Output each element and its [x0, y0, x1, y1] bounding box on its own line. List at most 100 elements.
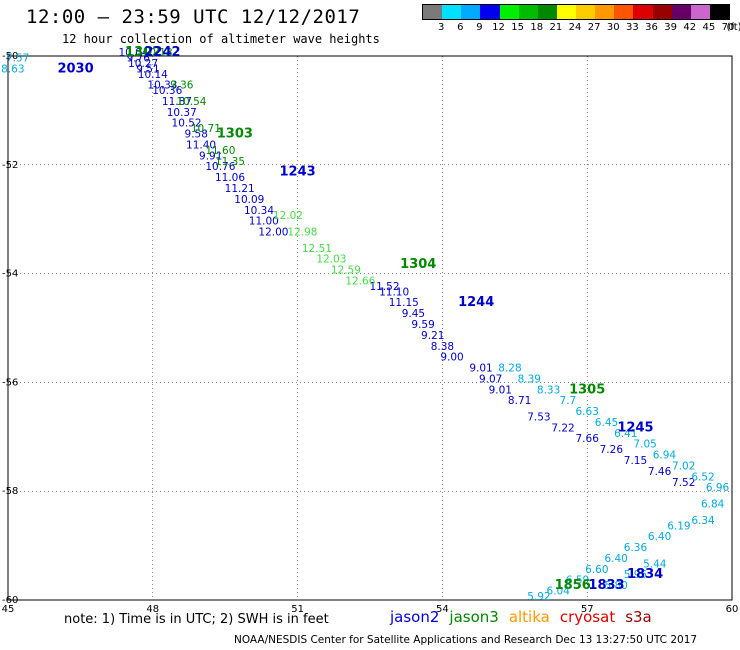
color-scale-label: 30 [606, 22, 620, 33]
color-swatch [423, 5, 443, 19]
swh-value-label: 5.95 [624, 569, 647, 581]
swh-value-label: 7.57 [6, 52, 29, 64]
color-scale-label: 12 [492, 22, 505, 33]
swh-value-label: 8.38 [431, 341, 454, 353]
color-scale-label: 33 [626, 22, 639, 33]
swh-value-label: 9.07 [479, 373, 502, 385]
color-scale-label: 9 [476, 22, 483, 33]
swh-value-label: 12.98 [287, 227, 317, 239]
swh-value-label: 11.15 [389, 297, 419, 309]
color-swatch [671, 5, 691, 19]
swh-value-label: 6.19 [667, 520, 690, 532]
pass-time-label: 1304 [400, 257, 436, 272]
swh-value-label: 5.44 [643, 558, 667, 570]
swh-value-label: 6.84 [701, 499, 725, 511]
swh-value-label: 8.33 [537, 384, 560, 396]
swh-value-label: 10.14 [138, 69, 168, 81]
swh-value-label: 12.66 [345, 275, 375, 287]
swh-value-label: 10.13 [143, 47, 173, 59]
swh-value-label: 12.59 [331, 265, 361, 277]
color-swatch [537, 5, 557, 19]
longitude-tick-label: 54 [436, 604, 449, 615]
swh-value-label: 7.15 [624, 455, 647, 467]
pass-time-label: 2030 [57, 61, 93, 76]
credit-line: NOAA/NESDIS Center for Satellite Applica… [234, 634, 698, 646]
pass-time-label: 1243 [280, 165, 316, 180]
latitude-tick-label: -60 [2, 595, 18, 606]
swh-value-label: 6.36 [624, 542, 648, 554]
color-swatch [652, 5, 672, 19]
swh-value-label: 6.63 [576, 406, 599, 418]
swh-value-label: 5.92 [527, 591, 550, 603]
color-scale-label: 21 [549, 22, 563, 33]
swh-value-label: 9.58 [185, 129, 208, 141]
swh-value-label: 6.45 [595, 417, 618, 429]
color-scale-label: 45 [702, 22, 716, 33]
legend-entry: jason2 [390, 608, 440, 626]
swh-value-label: 10.37 [167, 107, 197, 119]
legend-entry: s3a [625, 608, 652, 626]
latitude-tick-label: -56 [2, 377, 18, 388]
color-swatch [633, 5, 653, 19]
swh-value-label: 10.52 [172, 118, 202, 130]
legend-entry: cryosat [559, 608, 616, 626]
swh-value-label: 11.40 [186, 139, 216, 151]
swh-value-label: 9.51 [136, 63, 159, 75]
swh-value-label: 10.54 [176, 96, 206, 108]
color-scale-swatches [422, 4, 730, 20]
swh-value-label: 8.28 [498, 363, 521, 375]
pass-time-label: 1305 [569, 382, 605, 397]
color-scale-label: 36 [645, 22, 658, 33]
swh-value-label: 11.21 [225, 183, 255, 195]
swh-value-label: 11.35 [215, 156, 245, 168]
map-subtitle: 12 hour collection of altimeter wave hei… [62, 32, 380, 46]
longitude-tick-label: 57 [581, 604, 594, 615]
color-scale-label: 39 [664, 22, 677, 33]
swh-value-label: 7.46 [648, 466, 672, 478]
latitude-tick-label: -50 [2, 51, 18, 62]
swh-value-label: 6.59 [566, 575, 589, 587]
swh-value-label: 7.26 [600, 444, 624, 456]
swh-value-label: 8.71 [508, 395, 531, 407]
swh-value-label: 6.52 [691, 471, 714, 483]
swh-value-label: 6.40 [648, 531, 671, 543]
pass-time-label: 1244 [458, 295, 494, 310]
swh-value-label: 11.00 [249, 216, 279, 228]
swh-value-label: 7.52 [672, 477, 695, 489]
swh-value-label: 9.01 [469, 363, 492, 375]
swh-value-label: 9.21 [421, 330, 444, 342]
swh-value-label: 10.04 [118, 47, 148, 59]
swh-value-label: 7.53 [527, 411, 550, 423]
longitude-tick-label: 51 [291, 604, 304, 615]
swh-value-label: 10.33 [147, 80, 177, 92]
color-scale-unit: (ft) [726, 22, 740, 33]
swh-value-label: 11.52 [369, 281, 399, 293]
swh-value-label: 11.10 [379, 286, 409, 298]
color-swatch [480, 5, 500, 19]
map-frame [7, 55, 733, 601]
swh-value-label: 10.71 [191, 123, 221, 135]
color-swatch [614, 5, 634, 19]
latitude-tick-label: -54 [2, 269, 18, 280]
color-scale-label: 42 [683, 22, 697, 33]
color-scale-label: 6 [457, 22, 464, 33]
color-scale-label: 24 [568, 22, 582, 33]
swh-value-label: 12.00 [258, 227, 288, 239]
longitude-tick-label: 45 [2, 604, 15, 615]
footnote: note: 1) Time is in UTC; 2) SWH is in fe… [64, 612, 329, 627]
swh-value-label: 9.45 [402, 308, 425, 320]
longitude-tick-label: 48 [146, 604, 159, 615]
swh-value-label: 12.02 [273, 210, 303, 222]
swh-value-label: 10.36 [152, 85, 182, 97]
swh-value-label: 6.94 [653, 450, 677, 462]
swh-value-label: 9.01 [489, 384, 512, 396]
swh-value-label: 11.87 [162, 96, 192, 108]
swh-value-label: 12.03 [316, 254, 346, 266]
map-title: 12:00 – 23:59 UTC 12/12/2017 [26, 6, 361, 28]
swh-value-label: 6.40 [604, 553, 627, 565]
pass-time-label: 1303 [217, 127, 253, 142]
color-scale-label: 18 [530, 22, 544, 33]
color-swatch [709, 5, 729, 19]
swh-value-label: 7.22 [551, 422, 574, 434]
